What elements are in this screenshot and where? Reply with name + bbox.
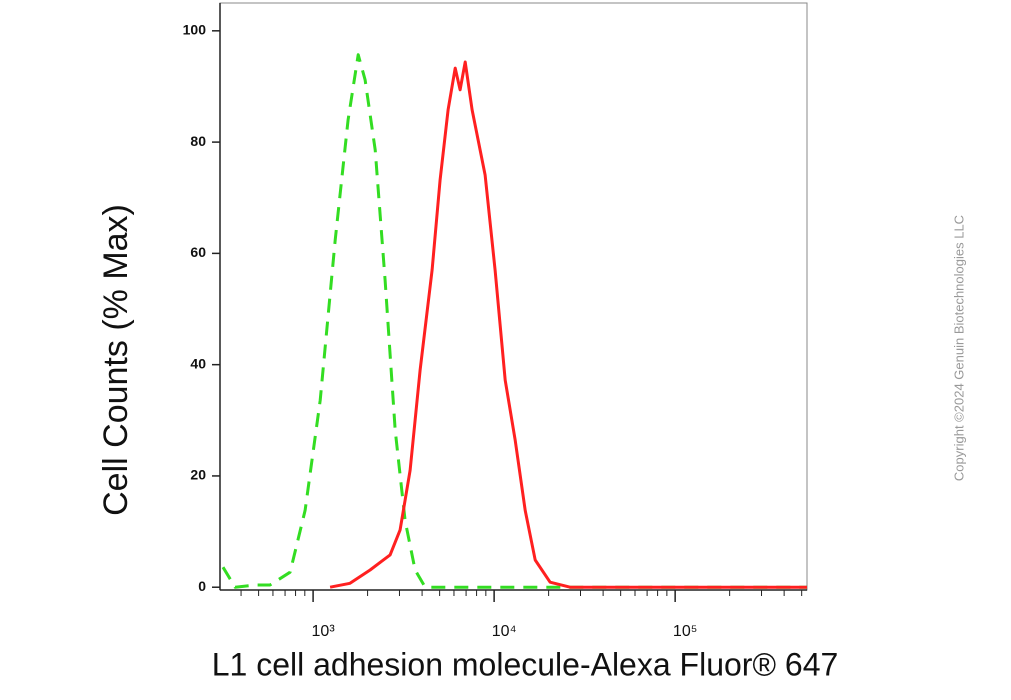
x-axis-label: L1 cell adhesion molecule-Alexa Fluor® 6… xyxy=(212,646,839,682)
y-tick-label: 0 xyxy=(198,578,206,594)
y-axis-label: Cell Counts (% Max) xyxy=(97,204,135,516)
y-tick-label: 100 xyxy=(183,22,207,38)
x-tick-label: 10⁴ xyxy=(492,623,517,640)
y-tick-label: 40 xyxy=(190,355,206,371)
y-tick-label: 80 xyxy=(190,133,206,149)
y-tick-label: 60 xyxy=(190,244,206,260)
y-tick-label: 20 xyxy=(190,467,206,483)
copyright: Copyright ©2024 Genuin Biotechnologies L… xyxy=(951,215,966,481)
histogram-line xyxy=(329,60,807,589)
x-tick-label: 10⁵ xyxy=(673,623,697,640)
x-tick-label: 10³ xyxy=(312,623,336,640)
plot-frame xyxy=(219,2,808,591)
histogram-line xyxy=(221,53,807,589)
